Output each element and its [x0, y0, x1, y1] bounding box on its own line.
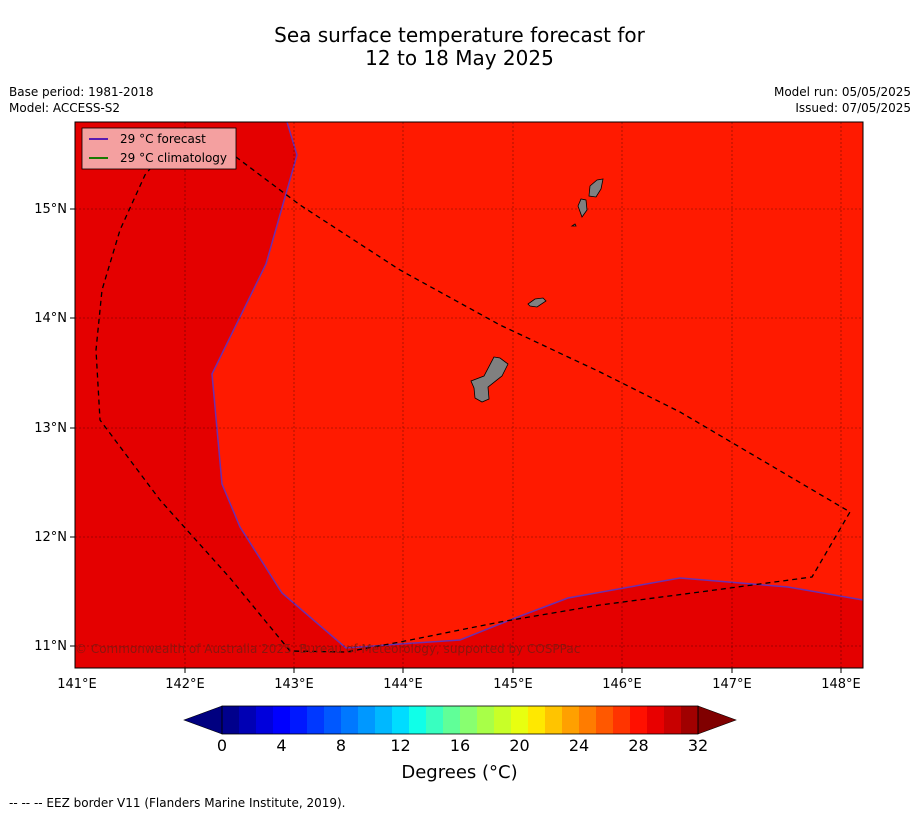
colorbar-cell	[613, 706, 631, 734]
colorbar-cell	[664, 706, 682, 734]
colorbar-cell	[392, 706, 410, 734]
saipan-island	[588, 178, 604, 198]
map-title-line1: Sea surface temperature forecast for	[274, 23, 645, 47]
legend-box	[81, 127, 237, 170]
colorbar-tick-label: 20	[509, 736, 529, 755]
map-panel: © Commonwealth of Australia 2025, Bureau…	[75, 122, 863, 668]
model-run-text: Model run: 05/05/2025	[773, 85, 911, 99]
map-title-line2: 12 to 18 May 2025	[365, 46, 554, 70]
lon-tick-label: 141°E	[57, 677, 97, 692]
guam-island	[470, 356, 509, 403]
colorbar-cell	[511, 706, 529, 734]
colorbar-outline	[221, 705, 699, 735]
colorbar-cell	[409, 706, 427, 734]
islands	[470, 178, 604, 403]
colorbar-tick-label: 4	[276, 736, 286, 755]
colorbar-cell	[426, 706, 444, 734]
forecast-29c-contour	[211, 122, 863, 649]
colorbar-cell	[341, 706, 359, 734]
colorbar-tick-label: 28	[628, 736, 648, 755]
colorbar-over-arrow	[697, 705, 737, 735]
base-period-text: Base period: 1981-2018	[9, 85, 154, 99]
lat-tick-label: 13°N	[34, 421, 67, 436]
longitude-ticks: 141°E 142°E 143°E 144°E 145°E 146°E 147°…	[57, 668, 861, 692]
colorbar-under-arrow	[183, 705, 223, 735]
colorbar-tick-label: 16	[450, 736, 470, 755]
lon-tick-label: 148°E	[821, 677, 861, 692]
colorbar-tick-label: 32	[688, 736, 708, 755]
lon-tick-label: 143°E	[274, 677, 314, 692]
colorbar-tick-label: 12	[390, 736, 410, 755]
colorbar-cell	[630, 706, 648, 734]
map-figure: © Commonwealth of Australia 2025, Bureau…	[34, 121, 864, 755]
colorbar-cell	[256, 706, 274, 734]
colorbar-cell	[528, 706, 546, 734]
aguijan-island	[570, 223, 577, 227]
colorbar-tick-label: 24	[569, 736, 589, 755]
colorbar-cell	[273, 706, 291, 734]
colorbar-cell	[647, 706, 665, 734]
colorbar-tick-labels: 0 4 8 12 16 20 24 28 32	[217, 736, 708, 755]
colorbar-cell	[596, 706, 614, 734]
eez-border	[95, 134, 851, 653]
colorbar-cell	[358, 706, 376, 734]
eez-footnote: -- -- -- EEZ border V11 (Flanders Marine…	[9, 796, 346, 810]
lat-tick-label: 12°N	[34, 530, 67, 545]
colorbar-cell	[443, 706, 461, 734]
colorbar-cell	[460, 706, 478, 734]
colorbar-cell	[375, 706, 393, 734]
metadata-right: Model run: 05/05/2025 Issued: 07/05/2025	[774, 84, 911, 116]
map-legend: 29 °C forecast 29 °C climatology	[81, 127, 237, 170]
latitude-ticks: 15°N 14°N 13°N 12°N 11°N	[34, 202, 75, 654]
tinian-island	[577, 198, 588, 218]
colorbar-tick-label: 8	[336, 736, 346, 755]
colorbar-cell	[494, 706, 512, 734]
colorbar-cell	[681, 706, 699, 734]
colorbar-cells	[222, 706, 699, 734]
lon-tick-label: 146°E	[602, 677, 642, 692]
rota-island	[527, 297, 547, 308]
copyright-notice: © Commonwealth of Australia 2025, Bureau…	[75, 642, 580, 656]
lon-tick-label: 144°E	[383, 677, 423, 692]
colorbar-cell	[579, 706, 597, 734]
colorbar-cell	[324, 706, 342, 734]
colorbar-cell	[307, 706, 325, 734]
colorbar-cell	[222, 706, 240, 734]
sst-hot-region-west	[75, 122, 863, 668]
metadata-left: Base period: 1981-2018 Model: ACCESS-S2	[9, 84, 154, 116]
colorbar-label: Degrees (°C)	[401, 762, 518, 783]
lat-tick-label: 11°N	[34, 639, 67, 654]
lat-tick-label: 15°N	[34, 202, 67, 217]
colorbar-cell	[477, 706, 495, 734]
lon-tick-label: 147°E	[712, 677, 752, 692]
legend-forecast-label: 29 °C forecast	[120, 132, 206, 146]
lon-tick-label: 145°E	[493, 677, 533, 692]
model-text: Model: ACCESS-S2	[9, 101, 121, 115]
colorbar-tick-label: 0	[217, 736, 227, 755]
colorbar: 0 4 8 12 16 20 24 28 32	[183, 705, 737, 755]
map-frame	[74, 121, 864, 669]
colorbar-cell	[239, 706, 257, 734]
issued-text: Issued: 07/05/2025	[795, 101, 911, 115]
lon-tick-label: 142°E	[165, 677, 205, 692]
graticule	[75, 122, 863, 668]
colorbar-cell	[562, 706, 580, 734]
legend-climatology-label: 29 °C climatology	[120, 151, 227, 165]
lat-tick-label: 14°N	[34, 311, 67, 326]
colorbar-cell	[290, 706, 308, 734]
colorbar-cell	[545, 706, 563, 734]
